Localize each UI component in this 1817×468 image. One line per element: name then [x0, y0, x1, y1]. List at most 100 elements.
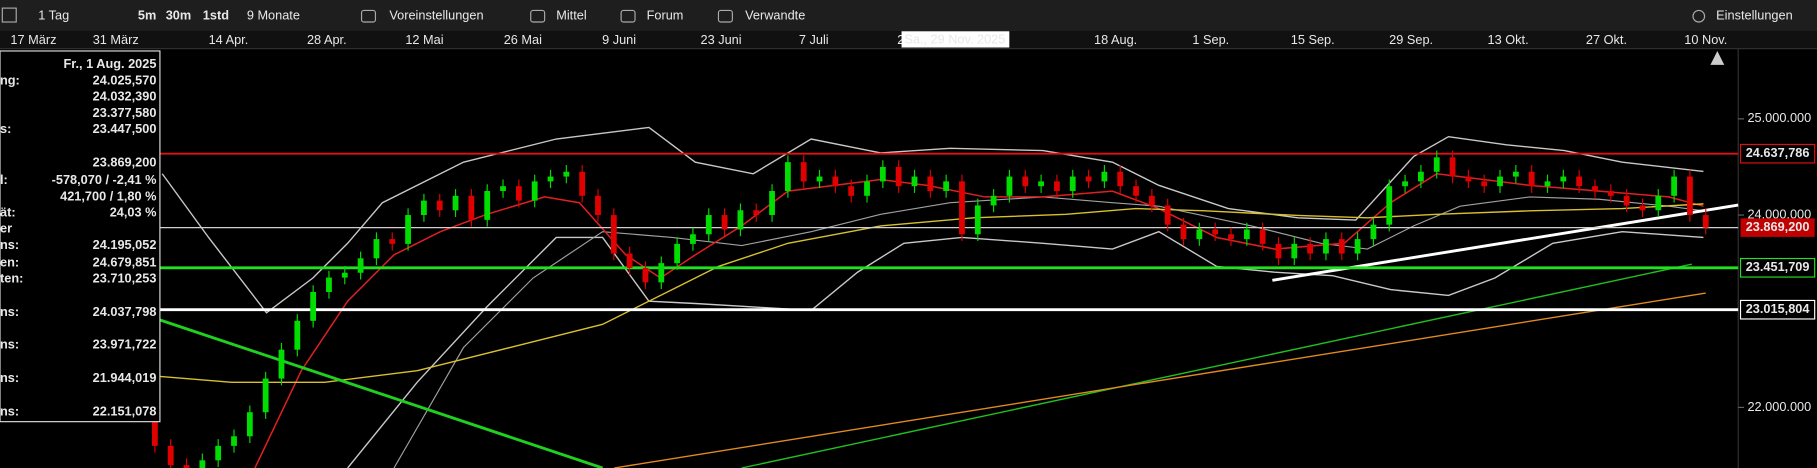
candle-body [246, 412, 253, 437]
menu-icon[interactable] [1, 7, 17, 23]
crosshair-badge [901, 31, 1010, 48]
candle-body [484, 191, 491, 220]
level-label: 23.015,804 [1746, 301, 1811, 316]
level-badge [1739, 257, 1816, 278]
candle-body [1259, 229, 1266, 244]
candle-body [151, 412, 158, 446]
candle-body [326, 277, 332, 292]
panel-value: 421,700 / 1,80 % [60, 188, 156, 203]
candle-body [167, 445, 174, 466]
candle-body [832, 176, 839, 187]
candle-body [705, 215, 712, 235]
info-panel-box [0, 50, 161, 423]
candles [136, 150, 1709, 468]
level-badge [1739, 143, 1816, 164]
panel-label: ng: [0, 72, 20, 87]
candle-body [1386, 186, 1393, 225]
toolbar-button[interactable]: Verwandte [745, 8, 805, 23]
x-tick-label: 1 Sep. [1192, 32, 1229, 47]
candle-body [721, 215, 728, 230]
level-badge [1740, 218, 1815, 237]
candle-body [1133, 186, 1139, 196]
candle-body [1702, 215, 1709, 228]
candle-body [405, 215, 411, 244]
candle-body [864, 181, 870, 196]
settings-button[interactable]: Einstellungen [1716, 8, 1792, 23]
interval-button[interactable]: 5m [138, 8, 156, 23]
panel-value: 24.032,390 [93, 89, 157, 104]
toolbar-button[interactable]: Mittel [556, 8, 586, 23]
candle-body [1148, 195, 1155, 206]
level-label: 23.451,709 [1746, 259, 1810, 274]
toolbar-button[interactable]: Forum [647, 8, 684, 23]
candle-body [215, 445, 222, 461]
x-tick-label: 26 Mai [504, 32, 542, 47]
candle-body [674, 243, 681, 264]
level-badge [1739, 299, 1816, 320]
moving-average-short [254, 172, 1704, 468]
x-tick-label: 29 Sep. [1389, 32, 1433, 47]
button-icon [530, 9, 546, 23]
candle-body [1449, 157, 1456, 177]
panel-date: Fr., 1 Aug. 2025 [63, 56, 156, 71]
candle-body [294, 320, 301, 350]
candle-body [848, 186, 855, 196]
candle-body [690, 234, 696, 244]
panel-value: -578,070 / -2,41 % [52, 172, 157, 187]
button-icon [620, 9, 636, 23]
candle-body [1243, 229, 1250, 240]
panel-label: ns: [0, 370, 19, 385]
candle-body [1623, 195, 1630, 206]
interval-button[interactable]: 1std [203, 8, 229, 23]
button-icon [717, 9, 733, 23]
candle-body [1196, 229, 1203, 240]
panel-value: 24.195,052 [93, 237, 157, 252]
candle-body [642, 267, 649, 283]
panel-label: ns: [0, 237, 19, 252]
panel-value: 21.944,019 [93, 370, 157, 385]
candle-body [1370, 224, 1377, 240]
x-tick-label: 18 Aug. [1094, 32, 1137, 47]
button-icon [360, 9, 377, 23]
range-button[interactable]: 9 Monate [247, 8, 300, 23]
panel-value: 24.025,570 [93, 72, 157, 87]
toolbar [0, 0, 1817, 32]
candle-body [1639, 205, 1646, 211]
x-tick-label: 27 Okt. [1586, 32, 1627, 47]
x-tick-label: 10 Nov. [1684, 32, 1727, 47]
candle-body [1212, 229, 1219, 235]
candle-body [816, 176, 823, 182]
candle-body [1228, 234, 1234, 240]
panel-value: 23.447,500 [93, 121, 157, 136]
scroll-icon[interactable] [1710, 50, 1725, 65]
moving-average-mid [0, 203, 1704, 383]
x-tick-label: 31 März [93, 32, 139, 47]
candle-body [1592, 186, 1598, 192]
moving-average-long [741, 263, 1692, 468]
candle-body [452, 195, 459, 211]
candle-body [1307, 243, 1314, 254]
y-tick-label: 25.000.000 [1747, 110, 1811, 125]
candle-body [262, 378, 269, 413]
x-tick-label: 14 Apr. [209, 32, 249, 47]
toolbar-button[interactable]: Voreinstellungen [389, 8, 483, 23]
candle-body [974, 205, 981, 235]
y-tick-label: 22.000.000 [1747, 399, 1811, 414]
candle-body [1655, 195, 1662, 211]
panel-label: er [0, 221, 12, 236]
candle-body [1101, 171, 1108, 182]
candle-body [1512, 171, 1519, 177]
panel-label: ten: [0, 271, 23, 286]
panel-label: s: [0, 121, 11, 136]
candle-body [1481, 181, 1488, 187]
x-tick-label: 7 Juli [799, 32, 829, 47]
candle-body [515, 186, 522, 201]
panel-value: 23.869,200 [93, 155, 157, 170]
candle-body [1497, 176, 1503, 187]
toolbar-items: 1 Tag 5m 30m 1std 9 Monate Voreinstellungen Mi… [1, 7, 1793, 23]
candle-body [357, 258, 364, 273]
interval-button[interactable]: 30m [166, 8, 192, 23]
period-button[interactable]: 1 Tag [38, 8, 69, 23]
